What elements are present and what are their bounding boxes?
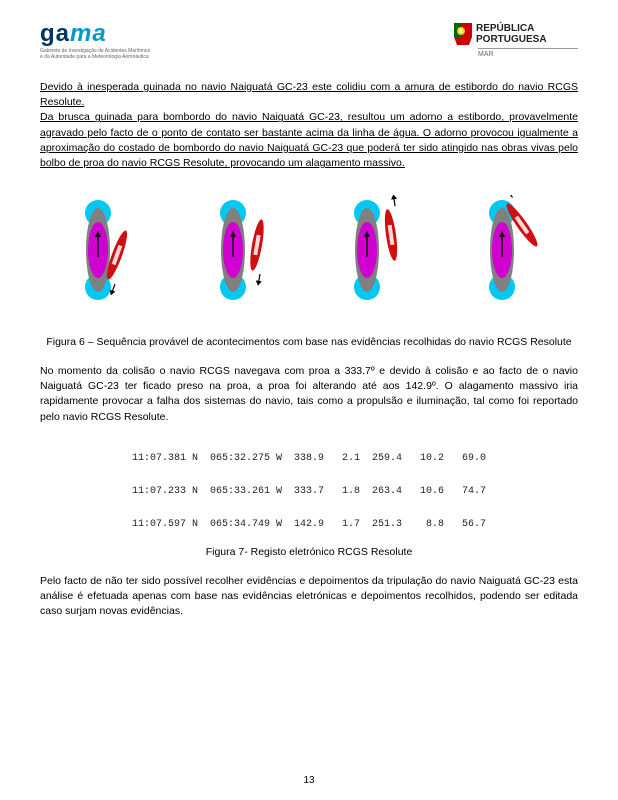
rep-text-block: REPÚBLICA PORTUGUESA [476, 23, 547, 45]
page-header: gama Gabinete de Investigação de Acident… [40, 20, 578, 60]
data-row: 11:07.233 N 065:33.261 W 333.7 1.8 263.4… [40, 486, 578, 497]
logo-gama: gama Gabinete de Investigação de Acident… [40, 20, 150, 60]
logo-mar: MAR [478, 51, 494, 58]
logo-divider [478, 48, 578, 49]
shield-icon [454, 23, 472, 45]
rep-line2: PORTUGUESA [476, 34, 547, 45]
ship-frame-4 [466, 195, 556, 305]
ship-frame-3 [331, 195, 421, 305]
logo-sub2: e da Autoridade para a Meteorologia Aero… [40, 54, 150, 60]
rep-line1: REPÚBLICA [476, 23, 547, 34]
ship-frame-2 [197, 195, 287, 305]
paragraph-2: Da brusca guinada para bombordo do navio… [40, 110, 578, 171]
paragraph-1: Devido à inesperada guinada no navio Nai… [40, 80, 578, 110]
ship-frame-1 [62, 195, 152, 305]
figure-6-caption: Figura 6 – Sequência provável de acontec… [40, 335, 578, 350]
paragraph-4: Pelo facto de não ter sido possível reco… [40, 574, 578, 620]
figure-6-diagrams [40, 195, 578, 305]
shield-row: REPÚBLICA PORTUGUESA [454, 23, 547, 45]
paragraph-3: No momento da colisão o navio RCGS naveg… [40, 364, 578, 425]
page-number: 13 [0, 775, 618, 786]
logo-ma: ma [70, 20, 107, 47]
data-row: 11:07.597 N 065:34.749 W 142.9 1.7 251.3… [40, 519, 578, 530]
figure-7-caption: Figura 7- Registo eletrónico RCGS Resolu… [40, 545, 578, 560]
logo-gama-text: gama [40, 20, 150, 48]
data-row: 11:07.381 N 065:32.275 W 338.9 2.1 259.4… [40, 453, 578, 464]
logo-ga: ga [40, 20, 70, 47]
figure-7-data: 11:07.381 N 065:32.275 W 338.9 2.1 259.4… [40, 431, 578, 541]
logo-republica: REPÚBLICA PORTUGUESA MAR [454, 23, 578, 58]
